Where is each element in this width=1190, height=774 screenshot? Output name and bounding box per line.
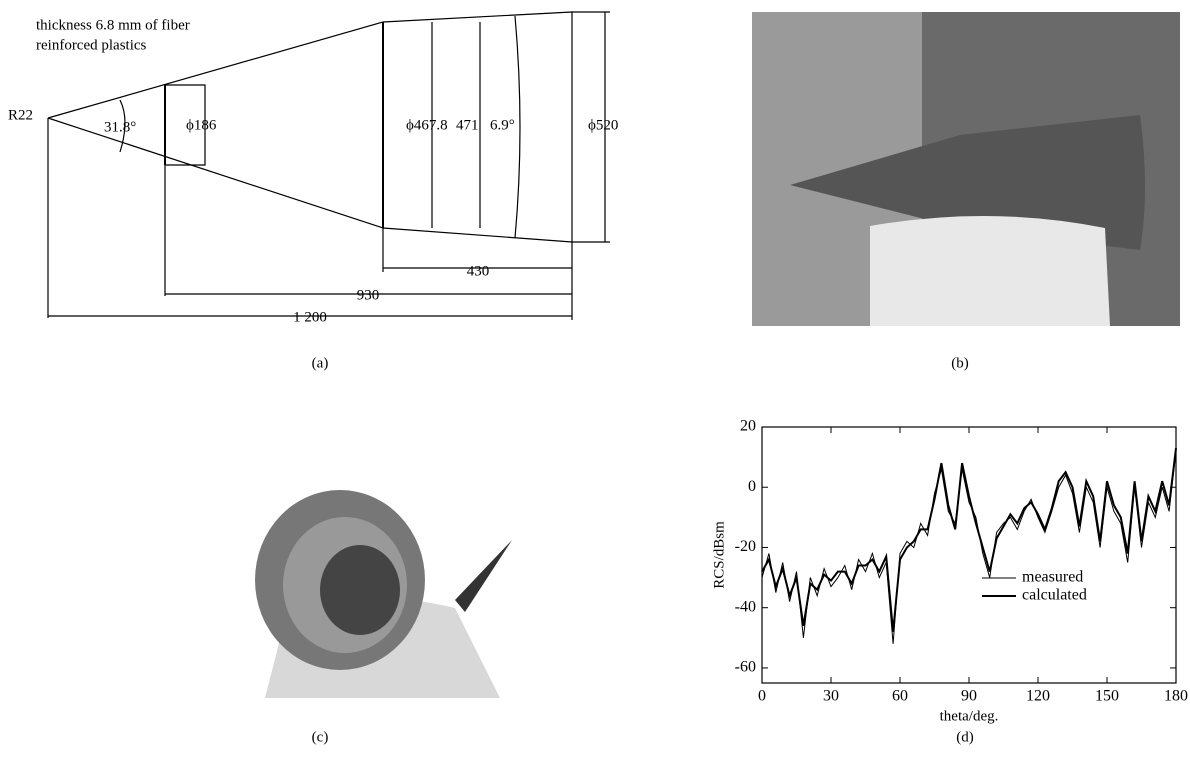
photo-c [122,423,520,698]
dim-label: 930 [357,287,380,303]
dim-label: 471 [456,117,479,133]
dim-label: 31.8° [104,119,136,135]
legend-label: calculated [1022,587,1087,604]
x-tick-label: 60 [892,688,908,705]
x-tick-label: 90 [961,688,977,705]
plot-frame [761,426,1177,684]
dim-label: ϕ520 [588,117,618,133]
note: thickness 6.8 mm of fiber [36,17,190,33]
x-tick-label: 180 [1164,688,1188,705]
caption: (d) [956,729,974,745]
series-line [761,451,1177,644]
dim-label: R22 [8,107,33,123]
dim-label: 6.9° [490,117,515,133]
y-axis-label: RCS/dBsm [711,521,727,589]
y-tick-label: 20 [740,418,756,435]
x-tick-label: 0 [758,688,766,705]
chart: theta/deg. RCS/dBsm 0 30 60 90 120 150 180 -60 -… [711,418,1188,725]
x-axis-label: theta/deg. [940,708,999,724]
note: reinforced plastics [36,37,147,53]
drawing-a [47,11,610,320]
legend-label: measured [1022,569,1083,586]
caption: (b) [951,355,969,371]
y-tick-label: -40 [735,598,756,615]
x-tick-label: 30 [823,688,839,705]
y-tick-label: -60 [735,659,756,676]
dim-label: 1 200 [293,309,327,325]
caption: (a) [312,355,329,371]
dim-label: ϕ467.8 [406,117,448,133]
photo-b [752,12,1180,326]
dim-label: ϕ186 [186,117,217,133]
y-tick-label: -20 [735,538,756,555]
series-line [761,447,1177,632]
x-tick-label: 120 [1026,688,1050,705]
y-tick-label: 0 [748,478,756,495]
x-tick-label: 150 [1095,688,1119,705]
caption: (c) [312,729,329,745]
dim-label: 430 [467,263,490,279]
